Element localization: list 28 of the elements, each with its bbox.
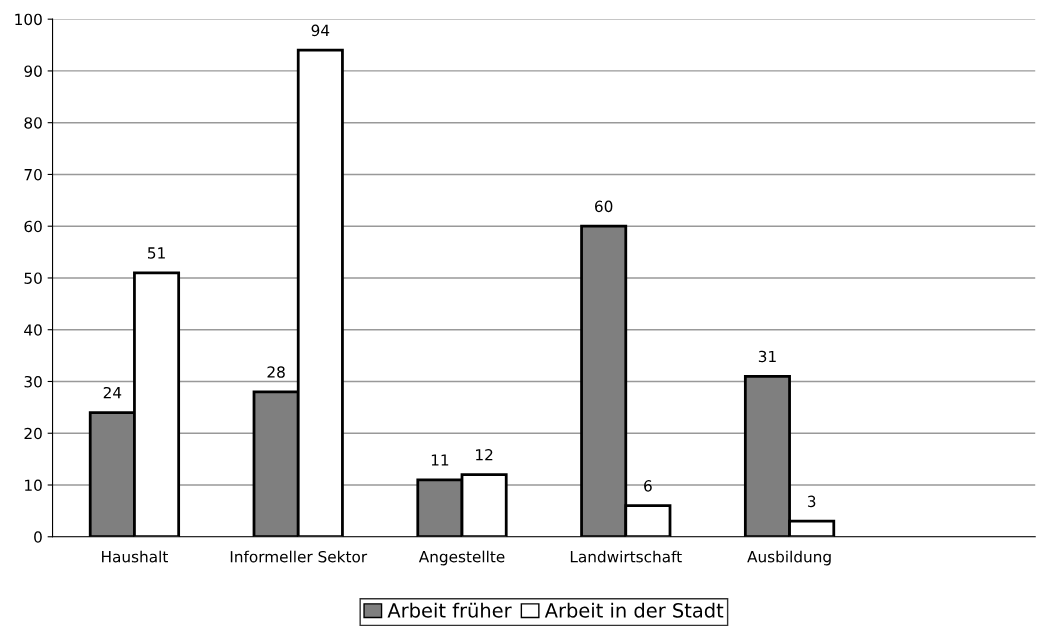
y-tick-label: 50 <box>24 272 42 284</box>
y-tick-label: 60 <box>24 220 42 233</box>
y-tick-label: 40 <box>24 324 42 336</box>
data-label: 3 <box>807 495 816 508</box>
legend-label: Arbeit in der Stadt <box>544 602 724 618</box>
data-label: 51 <box>148 247 165 259</box>
x-tick-label: Ausbildung <box>747 550 831 566</box>
y-tick-label: 10 <box>25 479 42 492</box>
data-label: 11 <box>431 454 449 466</box>
y-tick-label: 0 <box>34 531 42 543</box>
x-tick-label: Informeller Sektor <box>230 550 368 563</box>
y-tick-label: 20 <box>24 427 42 440</box>
x-tick-label: Angestellte <box>418 550 505 566</box>
data-label: 28 <box>267 366 285 378</box>
data-label: 6 <box>644 480 652 492</box>
x-tick-label: Haushalt <box>102 550 168 563</box>
y-tick-label: 90 <box>24 65 42 77</box>
data-label: 60 <box>595 200 613 213</box>
y-tick-label: 70 <box>24 168 42 181</box>
data-label: 31 <box>758 350 776 363</box>
data-label: 12 <box>476 449 493 461</box>
y-tick-label: 80 <box>24 117 42 129</box>
y-tick-label: 30 <box>24 375 42 388</box>
legend-label: Arbeit früher <box>387 602 512 618</box>
x-tick-label: Landwirtschaft <box>570 550 682 563</box>
data-label: 94 <box>311 24 330 37</box>
data-label: 24 <box>103 386 122 399</box>
y-tick-label: 100 <box>15 13 42 26</box>
